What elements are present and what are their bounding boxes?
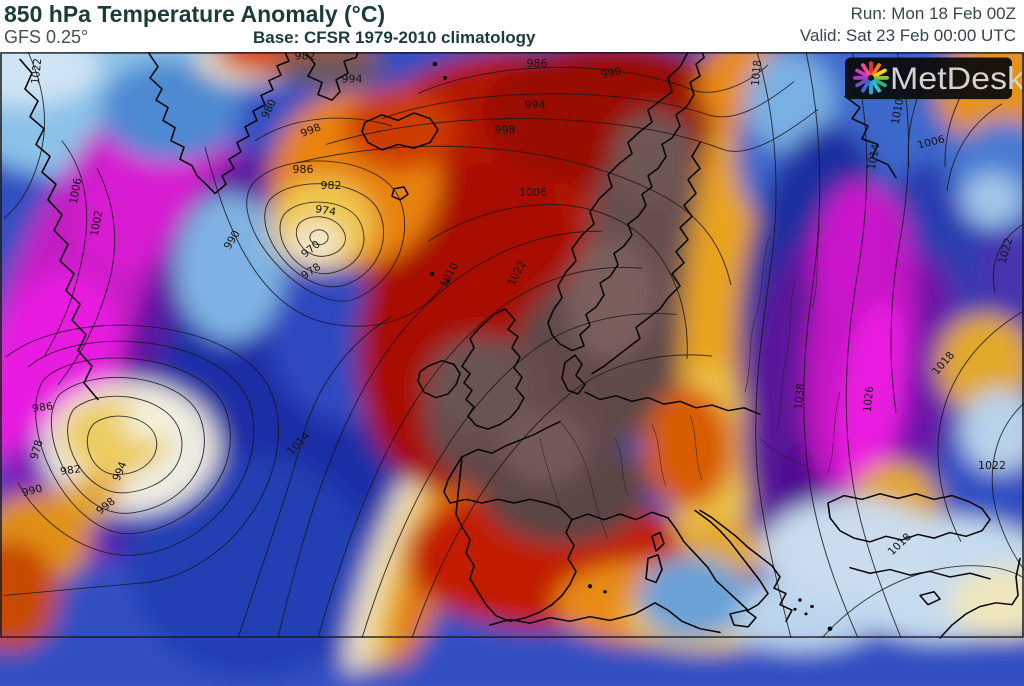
svg-text:1018: 1018	[749, 60, 764, 87]
svg-text:990: 990	[20, 483, 44, 499]
svg-text:1006: 1006	[67, 177, 84, 205]
svg-text:986: 986	[293, 164, 314, 176]
model-label: GFS 0.25°	[4, 27, 89, 47]
isobar-contours	[3, 52, 1024, 639]
map-canvas: 9709749789829869909989809829949869909949…	[0, 52, 1024, 686]
run-time-label: Run: Mon 18 Feb 00Z	[850, 4, 1016, 23]
svg-text:1006: 1006	[519, 188, 547, 200]
svg-text:982: 982	[295, 52, 316, 62]
svg-text:1002: 1002	[88, 210, 105, 237]
svg-text:994: 994	[525, 100, 546, 112]
svg-text:1038: 1038	[792, 383, 807, 410]
map-border	[0, 52, 1024, 638]
svg-text:982: 982	[321, 180, 342, 192]
svg-text:998: 998	[495, 125, 516, 137]
svg-text:986: 986	[527, 58, 548, 70]
country-borders	[539, 225, 841, 539]
coastlines	[19, 52, 1021, 639]
logo-text: MetDesk	[890, 60, 1024, 96]
svg-text:1022: 1022	[29, 58, 44, 85]
svg-text:974: 974	[314, 204, 337, 219]
page-title: 850 hPa Temperature Anomaly (°C)	[4, 1, 386, 27]
climatology-base-label: Base: CFSR 1979-2010 climatology	[253, 28, 536, 47]
svg-text:1014: 1014	[865, 143, 882, 171]
svg-text:978: 978	[28, 439, 45, 461]
svg-text:1026: 1026	[861, 386, 876, 413]
svg-text:986: 986	[31, 401, 54, 415]
svg-text:990: 990	[600, 66, 623, 81]
pinwheel-icon	[853, 61, 889, 95]
svg-text:994: 994	[342, 74, 363, 86]
svg-text:1022: 1022	[978, 460, 1006, 472]
svg-text:982: 982	[59, 464, 82, 478]
valid-time-label: Valid: Sat 23 Feb 00:00 UTC	[799, 26, 1016, 45]
svg-text:1010: 1010	[889, 98, 906, 126]
metdesk-logo: MetDesk	[845, 57, 1024, 100]
